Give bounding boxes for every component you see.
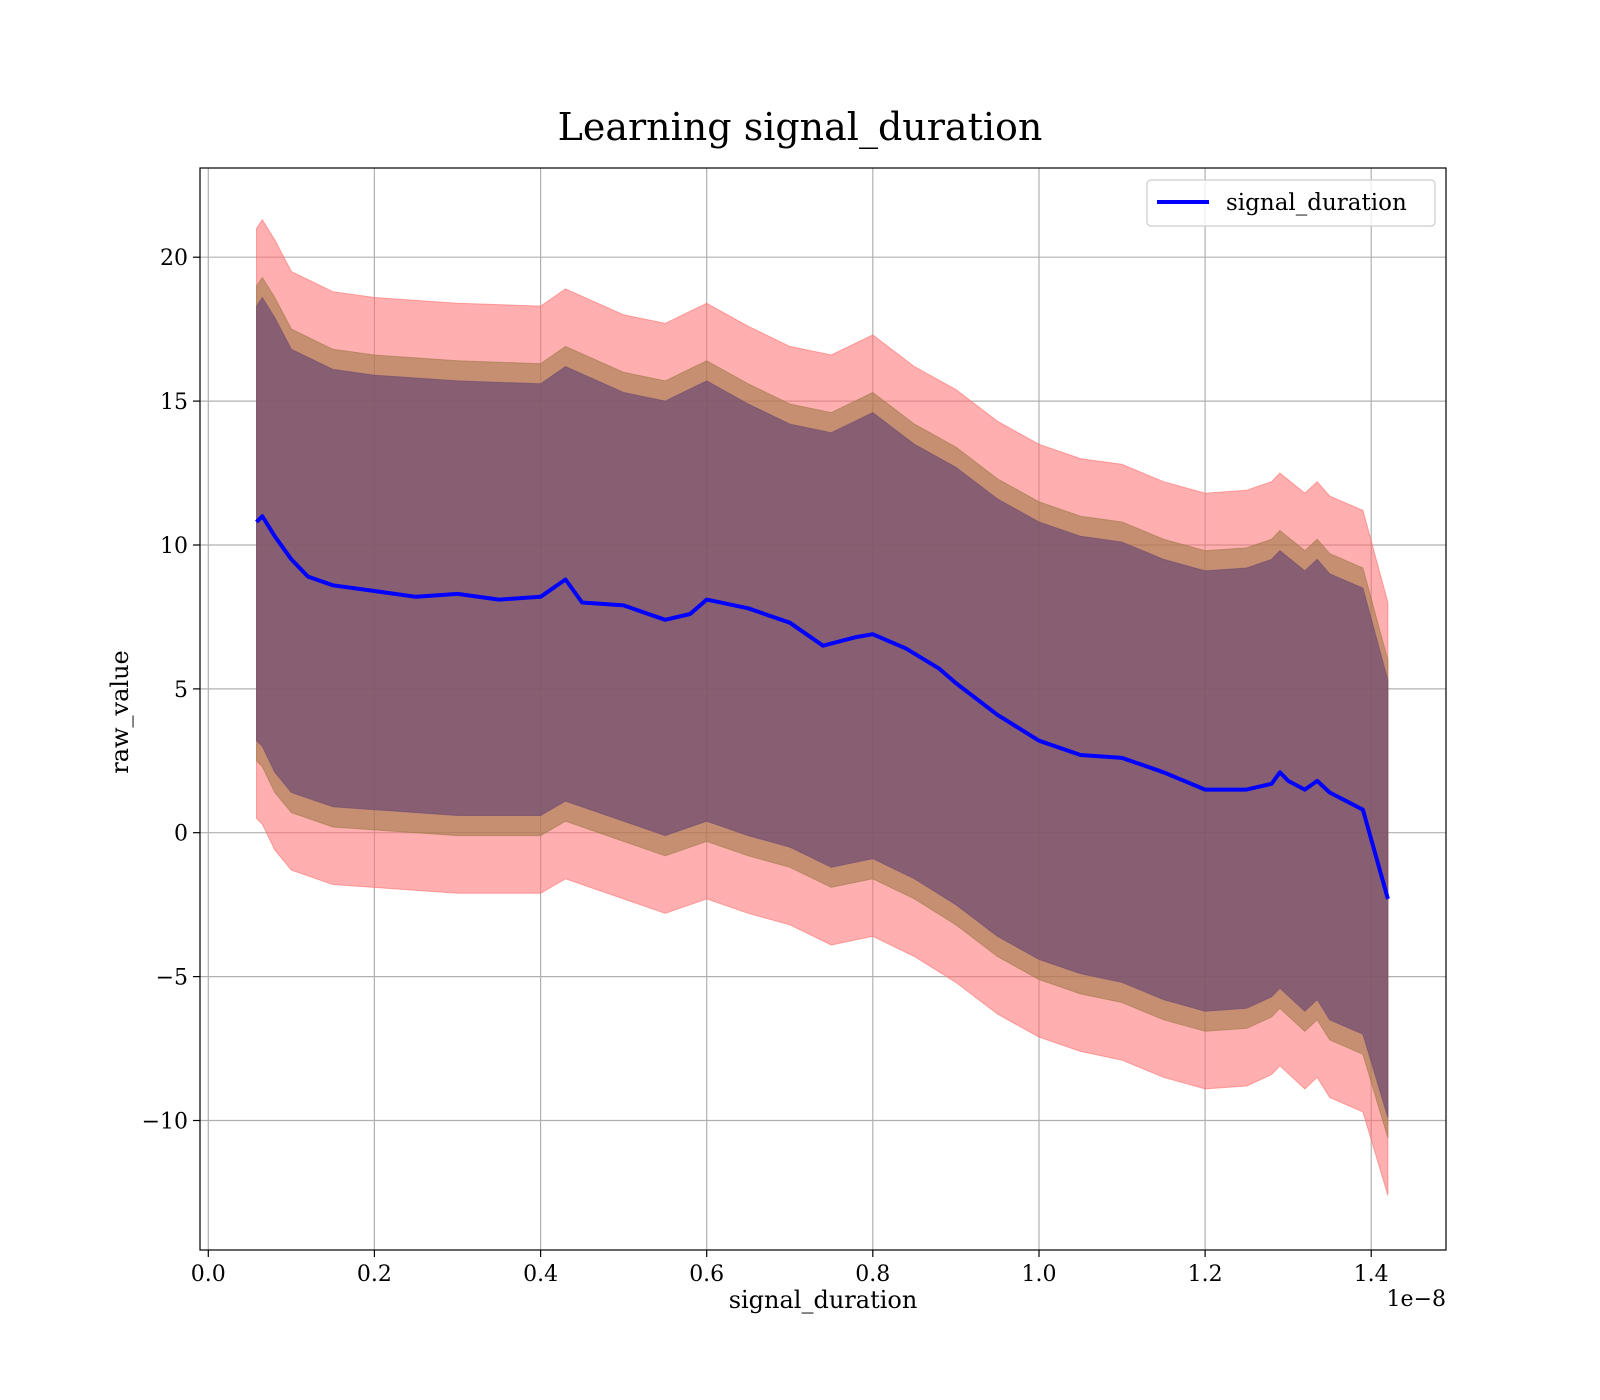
series-line-0	[255, 514, 1390, 900]
x-axis-ticks: 0.0 0.2 0.4 0.6 0.8 1.0 1.2 1.4	[191, 1250, 1389, 1287]
chart-title: Learning signal_duration	[558, 105, 1043, 150]
x-tick-label: 0.4	[523, 1262, 558, 1287]
y-tick-label: −10	[142, 1110, 188, 1135]
plot-frame	[199, 167, 1447, 1251]
y-tick-label: 20	[160, 246, 188, 271]
x-axis-label: signal_duration	[729, 1286, 918, 1314]
y-tick-label: 15	[160, 390, 188, 415]
x-axis-offset-label: 1e−8	[1387, 1287, 1446, 1312]
x-tick-label: 0.2	[357, 1262, 392, 1287]
y-axis-label: raw_value	[106, 650, 134, 774]
x-tick-label: 0.8	[855, 1262, 890, 1287]
x-tick-label: 1.2	[1188, 1262, 1223, 1287]
legend-label-signal-duration: signal_duration	[1226, 190, 1407, 216]
confidence-bands	[256, 218, 1389, 1196]
x-tick-label: 0.6	[689, 1262, 724, 1287]
legend-box	[1146, 179, 1436, 227]
legend: signal_duration	[1146, 179, 1436, 227]
y-tick-label: 10	[160, 534, 188, 559]
y-tick-label: 5	[174, 678, 188, 703]
y-tick-label: −5	[156, 966, 188, 991]
series-lines	[255, 514, 1390, 900]
x-tick-label: 1.4	[1354, 1262, 1389, 1287]
confidence-band-2	[256, 296, 1389, 1118]
x-tick-label: 0.0	[191, 1262, 226, 1287]
y-tick-label: 0	[174, 822, 188, 847]
x-tick-label: 1.0	[1022, 1262, 1057, 1287]
y-axis-ticks: −10 −5 0 5 10 15 20	[142, 246, 200, 1135]
